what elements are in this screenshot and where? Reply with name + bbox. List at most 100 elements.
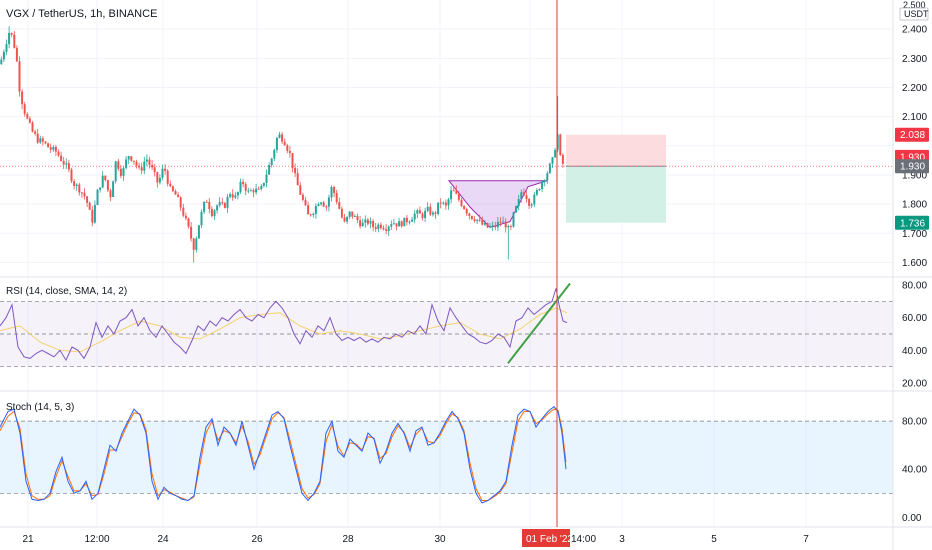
candle-body [447,199,450,206]
candle-body [273,149,276,159]
candle-body [75,184,78,186]
candle-body [434,212,437,214]
candle-body [127,156,130,160]
time-tick-label: 24 [157,534,169,545]
candle-body [473,219,476,221]
candle-body [161,168,164,178]
candle-body [335,192,338,203]
candle-body [372,221,375,228]
candle-body [65,163,68,165]
candle-body [340,208,343,218]
candle-body [91,209,94,223]
candle-body [156,172,159,183]
candle-body [499,221,502,223]
candle-body [387,226,390,231]
candle-body [395,223,398,227]
price-tick-label: 1.900 [902,170,927,181]
candle-body [171,186,174,192]
stoch-axis[interactable]: 0.00 40.00 80.00 [902,417,927,524]
candle-body [291,153,294,168]
short-position-tool[interactable] [566,134,666,223]
candle-body [18,61,21,92]
candle-body [200,211,203,226]
candle-body [223,202,226,208]
candle-body [210,209,213,217]
candle-body [41,138,44,142]
crosshair-date-text: 01 Feb '22 [526,534,573,545]
currency-badge[interactable] [899,7,929,21]
currency-label[interactable]: USDT [904,9,929,19]
candle-body [70,169,73,182]
candle-body [28,118,31,123]
candle-body [99,187,102,190]
candle-body [125,159,128,169]
candle-body [164,168,167,171]
price-axis[interactable]: 1.600 1.700 1.800 1.900 2.100 2.200 2.300 2.400 [902,25,927,269]
candle-body [361,222,364,227]
candle-body [148,159,151,165]
candle-body [88,202,91,210]
rsi-tick-label: 20.00 [902,378,927,389]
candle-body [556,134,559,150]
time-tick-label: 12:00 [84,534,109,545]
rsi-trendline[interactable] [507,282,571,364]
candle-body [551,157,554,164]
candle-body [424,210,427,218]
candle-body [275,137,278,150]
candle-body [338,202,341,209]
stop-loss-zone[interactable] [566,134,666,167]
candle-body [405,217,408,223]
symbol-title[interactable]: VGX / TetherUS, 1h, BINANCE [6,8,157,20]
rsi-band-background [0,301,893,367]
candle-body [296,173,299,186]
candle-body [208,201,211,210]
candle-body [522,192,525,196]
candle-body [535,190,538,195]
candle-body [104,175,107,181]
candle-body [54,146,57,152]
candle-body [249,190,252,192]
candle-body [437,202,440,214]
candle-body [73,181,76,186]
candle-body [221,202,224,204]
candle-body [195,238,198,250]
candle-body [548,163,551,174]
candle-body [286,145,289,151]
candle-body [242,181,245,185]
candle-body [538,188,541,191]
candle-body [465,209,468,214]
candle-body [143,161,146,171]
candle-body [294,167,297,174]
candle-body [205,201,208,203]
candle-body [525,195,528,200]
price-tick-label: 2.300 [902,54,927,65]
stoch-band-background [0,420,893,494]
candle-body [218,202,221,206]
candle-body [476,219,479,221]
stoch-tick-label: 40.00 [902,465,927,476]
candle-body [450,190,453,200]
candle-body [377,224,380,230]
stoch-title[interactable]: Stoch (14, 5, 3) [6,402,74,413]
candle-body [486,222,489,228]
candle-body [8,32,11,45]
candle-body [187,218,190,227]
time-tick-label: 21 [22,534,34,545]
rsi-title[interactable]: RSI (14, close, SMA, 14, 2) [6,286,127,297]
candle-body [444,202,447,206]
rsi-tick-label: 80.00 [902,281,927,292]
rsi-axis[interactable]: 20.00 40.00 60.00 80.00 [902,281,927,390]
candle-body [353,215,356,217]
time-tick-label: 26 [251,534,263,545]
candle-body [184,215,187,219]
candle-body [192,238,195,250]
price-tick-label: 1.700 [902,229,927,240]
take-profit-zone[interactable] [566,166,666,223]
candle-body [333,187,336,193]
candle-body [109,190,112,198]
time-tick-label: 5 [711,534,717,545]
candle-body [244,184,247,191]
time-axis[interactable]: 21 12:00 24 26 28 30 3 5 7 [22,534,809,545]
candle-body [239,181,242,193]
